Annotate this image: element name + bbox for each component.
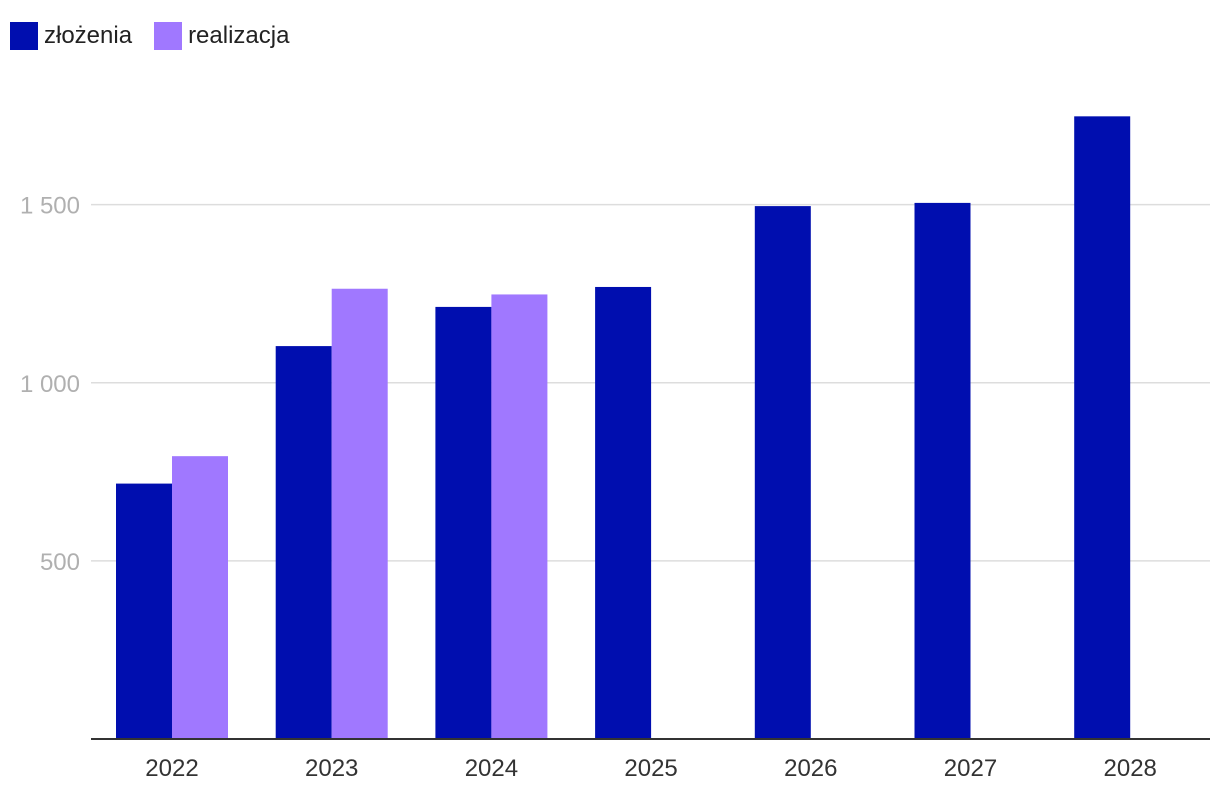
bar-zlozenia-2022 xyxy=(116,483,172,739)
x-tick-label: 2022 xyxy=(145,755,198,782)
legend-item-realizacja: realizacja xyxy=(154,22,289,50)
bars xyxy=(116,116,1131,740)
x-tick-label: 2025 xyxy=(624,755,677,782)
x-axis-ticks: 2022 2023 2024 2025 2026 2027 2028 xyxy=(145,755,1157,782)
y-tick-label: 500 xyxy=(40,549,80,576)
bar-zlozenia-2024 xyxy=(435,306,492,739)
legend-label-realizacja: realizacja xyxy=(188,22,290,49)
bar-zlozenia-2028 xyxy=(1074,116,1131,740)
x-tick-label: 2026 xyxy=(784,755,837,782)
legend-label-zlozenia: złożenia xyxy=(44,22,133,49)
bar-zlozenia-2025 xyxy=(595,286,652,739)
bar-realizacja-2022 xyxy=(172,456,228,739)
y-axis-ticks: 500 1 000 1 500 xyxy=(20,193,80,576)
x-tick-label: 2023 xyxy=(305,755,358,782)
bar-realizacja-2023 xyxy=(331,288,388,739)
x-tick-label: 2024 xyxy=(465,755,518,782)
x-tick-label: 2027 xyxy=(944,755,997,782)
x-tick-label: 2028 xyxy=(1104,755,1157,782)
legend: złożenia realizacja xyxy=(10,22,311,50)
legend-item-zlozenia: złożenia xyxy=(10,22,132,50)
legend-swatch-zlozenia xyxy=(10,22,38,50)
y-tick-label: 1 000 xyxy=(20,371,80,398)
legend-swatch-realizacja xyxy=(154,22,183,50)
y-tick-label: 1 500 xyxy=(20,193,80,220)
bar-zlozenia-2026 xyxy=(754,206,811,740)
bar-zlozenia-2023 xyxy=(275,346,332,739)
bar-realizacja-2024 xyxy=(491,294,548,739)
bar-zlozenia-2027 xyxy=(914,202,971,739)
